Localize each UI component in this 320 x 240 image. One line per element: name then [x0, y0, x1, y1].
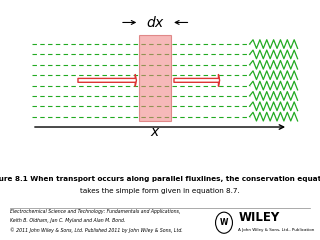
Text: © 2011 John Wiley & Sons, Ltd. Published 2011 by John Wiley & Sons, Ltd.: © 2011 John Wiley & Sons, Ltd. Published…: [10, 228, 182, 233]
Text: W: W: [220, 218, 228, 227]
Text: $dx$: $dx$: [146, 15, 165, 30]
Bar: [139, 35, 171, 121]
Text: Figure 8.1 When transport occurs along parallel fluxlines, the conservation equa: Figure 8.1 When transport occurs along p…: [0, 176, 320, 182]
Text: $x$: $x$: [150, 125, 161, 139]
Text: Keith B. Oldham, Jan C. Myland and Alan M. Bond.: Keith B. Oldham, Jan C. Myland and Alan …: [10, 218, 125, 223]
Text: A John Wiley & Sons, Ltd., Publication: A John Wiley & Sons, Ltd., Publication: [238, 228, 315, 232]
Text: Electrochemical Science and Technology: Fundamentals and Applications,: Electrochemical Science and Technology: …: [10, 209, 180, 214]
Text: takes the simple form given in equation 8.7.: takes the simple form given in equation …: [80, 188, 240, 194]
Text: WILEY: WILEY: [238, 211, 280, 224]
